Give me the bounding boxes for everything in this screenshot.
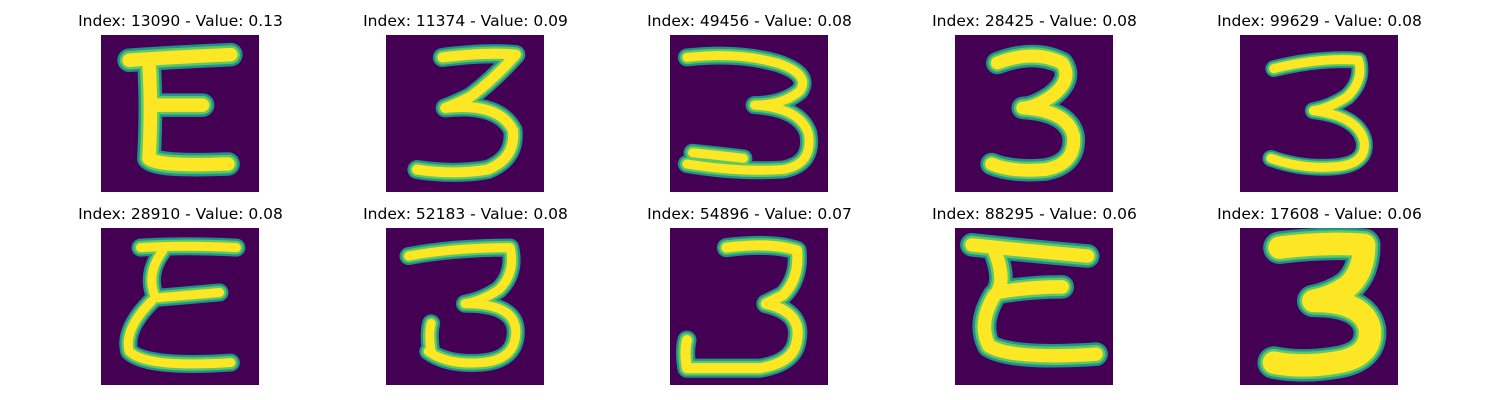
panel-8: Index: 54896 - Value: 0.07 [607, 193, 892, 385]
panel-1: Index: 13090 - Value: 0.13 [38, 0, 323, 192]
panel-title: Index: 28910 - Value: 0.08 [78, 205, 283, 223]
panel-title: Index: 11374 - Value: 0.09 [363, 12, 568, 30]
panel-10: Index: 17608 - Value: 0.06 [1177, 193, 1462, 385]
panel-title: Index: 52183 - Value: 0.08 [363, 205, 568, 223]
panel-title: Index: 99629 - Value: 0.08 [1217, 12, 1422, 30]
panel-3: Index: 49456 - Value: 0.08 [607, 0, 892, 192]
panel-title: Index: 54896 - Value: 0.07 [647, 205, 852, 223]
panel-6: Index: 28910 - Value: 0.08 [38, 193, 323, 385]
panel-7: Index: 52183 - Value: 0.08 [323, 193, 608, 385]
digit-image [1240, 228, 1398, 385]
digit-image [101, 228, 259, 385]
digit-image [670, 35, 828, 192]
panel-9: Index: 88295 - Value: 0.06 [892, 193, 1177, 385]
digit-image [386, 35, 544, 192]
panel-title: Index: 13090 - Value: 0.13 [78, 12, 283, 30]
digit-image [670, 228, 828, 385]
panel-4: Index: 28425 - Value: 0.08 [892, 0, 1177, 192]
digit-image [386, 228, 544, 385]
digit-image [955, 228, 1113, 385]
digit-image [955, 35, 1113, 192]
panel-title: Index: 28425 - Value: 0.08 [932, 12, 1137, 30]
panel-5: Index: 99629 - Value: 0.08 [1177, 0, 1462, 192]
panel-2: Index: 11374 - Value: 0.09 [323, 0, 608, 192]
digit-image [1240, 35, 1398, 192]
panel-title: Index: 17608 - Value: 0.06 [1217, 205, 1422, 223]
panel-title: Index: 88295 - Value: 0.06 [932, 205, 1137, 223]
digit-image [101, 35, 259, 192]
panel-title: Index: 49456 - Value: 0.08 [647, 12, 852, 30]
